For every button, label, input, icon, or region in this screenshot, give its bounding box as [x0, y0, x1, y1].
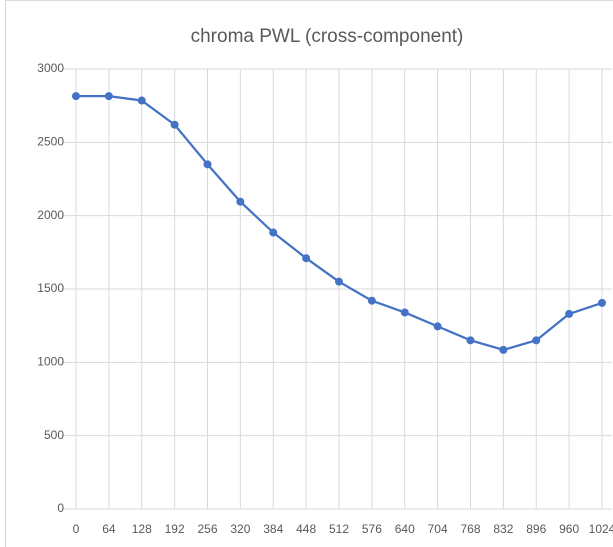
x-tick-label: 832 — [493, 522, 513, 536]
point — [302, 254, 311, 263]
x-tick-label: 384 — [263, 522, 283, 536]
x-tick-label: 448 — [296, 522, 316, 536]
y-tick-label: 500 — [44, 428, 64, 442]
chart-title: chroma PWL (cross-component) — [191, 26, 464, 47]
point — [400, 308, 409, 317]
y-tick-label: 0 — [57, 501, 64, 515]
point — [269, 228, 278, 237]
x-tick-label: 128 — [132, 522, 152, 536]
point — [72, 92, 80, 101]
x-tick-label: 576 — [362, 522, 382, 536]
point — [203, 160, 212, 169]
point — [565, 309, 574, 318]
x-tick-label: 512 — [329, 522, 349, 536]
y-tick-label: 2500 — [37, 135, 64, 149]
y-tick-label: 3000 — [37, 61, 64, 75]
x-tick-label: 256 — [197, 522, 217, 536]
x-tick-label: 192 — [165, 522, 185, 536]
point — [532, 336, 541, 345]
x-tick-label: 640 — [395, 522, 415, 536]
point — [236, 197, 245, 206]
y-tick-label: 1000 — [37, 355, 64, 369]
point — [466, 336, 475, 345]
x-tick-label: 64 — [102, 522, 116, 536]
point — [170, 120, 179, 129]
point — [137, 96, 146, 105]
point — [104, 92, 113, 101]
x-tick-label: 960 — [559, 522, 579, 536]
x-tick-label: 896 — [526, 522, 546, 536]
x-tick-label: 704 — [428, 522, 448, 536]
point — [598, 298, 606, 307]
x-tick-label: 0 — [73, 522, 80, 536]
x-tick-label: 320 — [230, 522, 250, 536]
point — [367, 296, 376, 305]
chart-frame — [5, 0, 613, 547]
point — [433, 322, 442, 331]
x-tick-label: 768 — [460, 522, 480, 536]
y-tick-label: 2000 — [37, 208, 64, 222]
x-tick-label: 1024 — [589, 522, 613, 536]
point — [335, 277, 343, 286]
point — [499, 345, 508, 354]
y-tick-label: 1500 — [37, 281, 64, 295]
